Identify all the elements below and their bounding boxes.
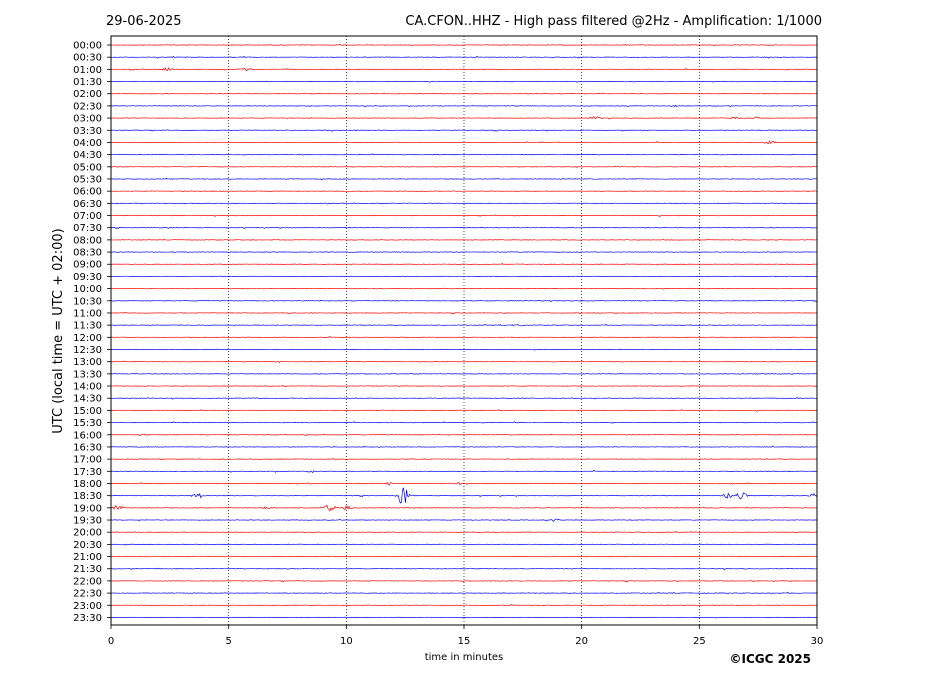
y-tick-label: 01:00 bbox=[73, 65, 102, 76]
trace-layer bbox=[110, 43, 818, 619]
trace-0800 bbox=[110, 238, 817, 241]
y-tick-label: 18:00 bbox=[73, 479, 102, 490]
y-tick-label: 15:30 bbox=[73, 418, 102, 429]
y-tick-label: 04:00 bbox=[73, 138, 102, 149]
x-tick-label: 25 bbox=[693, 636, 706, 647]
trace-2300 bbox=[110, 603, 818, 607]
y-tick-label: 11:00 bbox=[73, 308, 102, 319]
trace-2330 bbox=[110, 616, 818, 619]
y-tick-label: 11:30 bbox=[73, 321, 102, 332]
trace-2230 bbox=[110, 591, 818, 594]
y-tick-label: 23:00 bbox=[73, 601, 102, 612]
date-label: 29-06-2025 bbox=[106, 14, 182, 29]
y-tick-label: 21:00 bbox=[73, 552, 102, 563]
y-tick-label: 05:30 bbox=[73, 174, 102, 185]
trace-2000 bbox=[110, 530, 818, 534]
trace-0430 bbox=[110, 153, 818, 156]
y-tick-label: 21:30 bbox=[73, 564, 102, 575]
y-tick-label: 03:00 bbox=[73, 114, 102, 125]
y-tick-label: 19:30 bbox=[73, 516, 102, 527]
y-axis-label: UTC (local time = UTC + 02:00) bbox=[51, 228, 66, 433]
trace-1400 bbox=[111, 385, 818, 388]
trace-1600 bbox=[110, 433, 818, 436]
y-tick-label: 02:30 bbox=[73, 101, 102, 112]
trace-0600 bbox=[110, 190, 818, 193]
y-tick-label: 23:30 bbox=[73, 613, 102, 624]
y-tick-label: 07:30 bbox=[73, 223, 102, 234]
y-tick-label: 06:30 bbox=[73, 199, 102, 210]
y-tick-label: 22:30 bbox=[73, 589, 102, 600]
trace-0330 bbox=[110, 129, 818, 132]
trace-1200 bbox=[110, 335, 818, 339]
y-tick-label: 09:30 bbox=[73, 272, 102, 283]
x-tick-label: 20 bbox=[575, 636, 588, 647]
trace-0500 bbox=[110, 166, 818, 168]
trace-2100 bbox=[110, 555, 818, 558]
trace-0400 bbox=[110, 139, 818, 145]
y-tick-label: 20:00 bbox=[73, 528, 102, 539]
y-tick-label: 12:00 bbox=[73, 333, 102, 344]
y-tick-label: 18:30 bbox=[73, 491, 102, 502]
y-tick-label: 00:30 bbox=[73, 53, 102, 64]
trace-2030 bbox=[110, 543, 817, 546]
y-tick-label: 03:30 bbox=[73, 126, 102, 137]
y-tick-label: 02:00 bbox=[73, 89, 102, 100]
trace-0730 bbox=[110, 226, 818, 230]
trace-1900 bbox=[110, 504, 818, 512]
y-tick-label: 14:30 bbox=[73, 394, 102, 405]
trace-1230 bbox=[110, 348, 818, 351]
y-tick-label: 05:00 bbox=[73, 162, 102, 173]
x-axis: 0 5 10 15 20 25 30 bbox=[108, 625, 824, 647]
x-tick-label: 30 bbox=[811, 636, 824, 647]
trace-1530 bbox=[110, 421, 818, 424]
trace-2130 bbox=[110, 567, 818, 571]
x-tick-label: 5 bbox=[225, 636, 231, 647]
y-tick-label: 10:30 bbox=[73, 296, 102, 307]
y-tick-label: 10:00 bbox=[73, 284, 102, 295]
y-tick-label: 13:00 bbox=[73, 357, 102, 368]
y-tick-label: 01:30 bbox=[73, 77, 102, 88]
trace-0630 bbox=[110, 202, 818, 205]
y-tick-label: 19:00 bbox=[73, 503, 102, 514]
y-tick-label: 09:00 bbox=[73, 260, 102, 271]
trace-0530 bbox=[110, 177, 818, 181]
trace-1430 bbox=[110, 397, 818, 400]
y-tick-label: 06:00 bbox=[73, 187, 102, 198]
y-tick-label: 15:00 bbox=[73, 406, 102, 417]
y-tick-label: 17:30 bbox=[73, 467, 102, 478]
y-tick-label: 04:30 bbox=[73, 150, 102, 161]
y-tick-label: 07:00 bbox=[73, 211, 102, 222]
y-tick-label: 17:00 bbox=[73, 455, 102, 466]
x-tick-label: 0 bbox=[108, 636, 114, 647]
y-tick-label: 16:30 bbox=[73, 442, 102, 453]
x-axis-label: time in minutes bbox=[425, 652, 504, 663]
y-tick-label: 14:00 bbox=[73, 382, 102, 393]
y-tick-label: 08:30 bbox=[73, 248, 102, 259]
y-tick-label: 16:00 bbox=[73, 430, 102, 441]
trace-0300 bbox=[110, 116, 818, 120]
chart-title: CA.CFON..HHZ - High pass filtered @2Hz -… bbox=[405, 14, 822, 29]
y-tick-label: 00:00 bbox=[73, 41, 102, 52]
trace-1330 bbox=[110, 373, 818, 375]
y-tick-label: 20:30 bbox=[73, 540, 102, 551]
y-tick-label: 22:00 bbox=[73, 576, 102, 587]
gridline-layer bbox=[228, 36, 700, 625]
y-tick-label: 08:00 bbox=[73, 235, 102, 246]
x-tick-label: 10 bbox=[340, 636, 353, 647]
y-tick-label: 13:30 bbox=[73, 369, 102, 380]
trace-0700 bbox=[110, 214, 818, 217]
trace-1300 bbox=[110, 360, 818, 364]
trace-2200 bbox=[110, 579, 818, 583]
copyright-label: ©ICGC 2025 bbox=[729, 652, 811, 666]
trace-1500 bbox=[110, 409, 818, 412]
x-tick-label: 15 bbox=[458, 636, 471, 647]
y-tick-label: 12:30 bbox=[73, 345, 102, 356]
